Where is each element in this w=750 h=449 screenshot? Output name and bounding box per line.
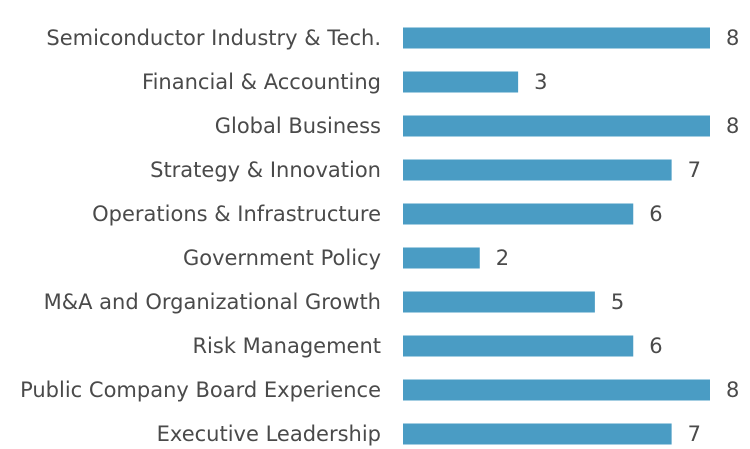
bar-2 — [403, 115, 710, 137]
category-label-6: M&A and Organizational Growth — [44, 290, 381, 314]
bar-4 — [403, 203, 634, 225]
value-labels-group: 8 3 8 7 6 2 5 6 8 7 — [496, 26, 740, 446]
value-label-5: 2 — [496, 246, 509, 270]
value-label-9: 7 — [688, 422, 701, 446]
value-label-7: 6 — [649, 334, 662, 358]
bar-1 — [403, 71, 519, 93]
bar-3 — [403, 159, 672, 181]
bar-8 — [403, 379, 710, 401]
category-label-0: Semiconductor Industry & Tech. — [46, 26, 381, 50]
category-label-4: Operations & Infrastructure — [92, 202, 381, 226]
value-label-3: 7 — [688, 158, 701, 182]
category-label-9: Executive Leadership — [157, 422, 381, 446]
bar-7 — [403, 335, 634, 357]
value-label-6: 5 — [611, 290, 624, 314]
value-label-2: 8 — [726, 114, 739, 138]
value-label-1: 3 — [534, 70, 547, 94]
bar-5 — [403, 247, 480, 269]
value-label-8: 8 — [726, 378, 739, 402]
bars-group — [403, 27, 710, 445]
category-label-5: Government Policy — [183, 246, 381, 270]
category-label-1: Financial & Accounting — [142, 70, 381, 94]
value-label-0: 8 — [726, 26, 739, 50]
category-label-7: Risk Management — [192, 334, 381, 358]
category-label-2: Global Business — [215, 114, 381, 138]
category-label-3: Strategy & Innovation — [150, 158, 381, 182]
bar-9 — [403, 423, 672, 445]
bar-6 — [403, 291, 595, 313]
bar-0 — [403, 27, 710, 49]
category-labels-group: Semiconductor Industry & Tech. Financial … — [20, 26, 381, 446]
value-label-4: 6 — [649, 202, 662, 226]
category-label-8: Public Company Board Experience — [20, 378, 381, 402]
